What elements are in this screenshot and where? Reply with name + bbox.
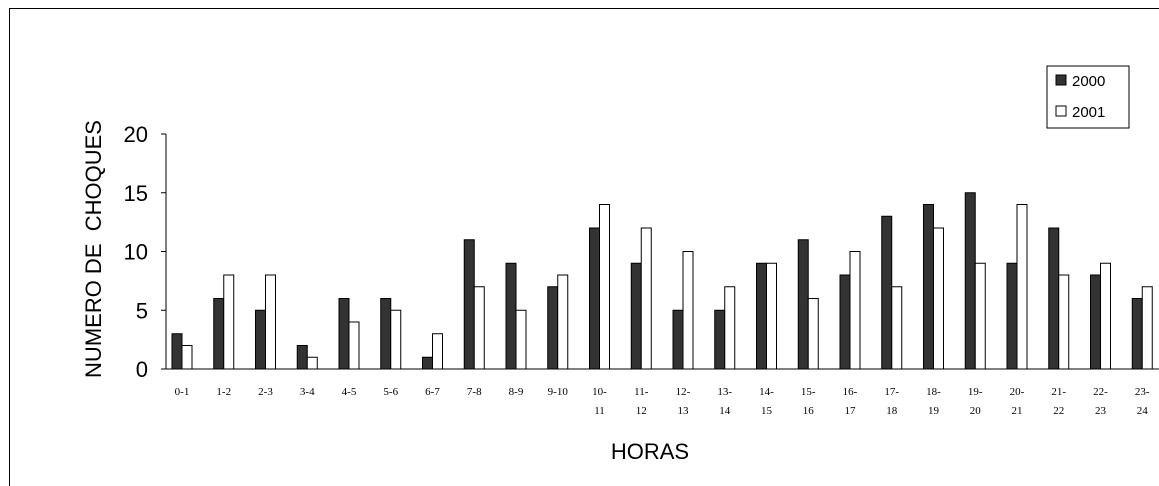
x-tick-label: 23-24 (1135, 386, 1150, 417)
y-tick-label: 15 (124, 181, 148, 206)
legend-swatch-2001 (1055, 105, 1067, 117)
y-tick-label: 0 (136, 357, 148, 382)
bar-2000-5 (380, 298, 392, 370)
x-tick-label: 19-20 (968, 386, 983, 417)
bar-2000-16 (839, 274, 851, 370)
y-axis-title: NUMERO DE CHOQUES (81, 120, 106, 378)
x-tick-label: 22-23 (1093, 386, 1108, 417)
bar-2001-1 (223, 274, 235, 370)
bar-2001-21 (1058, 274, 1070, 370)
bar-2001-14 (766, 262, 777, 370)
bar-2000-7 (463, 239, 475, 370)
x-tick-label: 6-7 (425, 386, 440, 398)
x-tick-label: 15-16 (801, 386, 816, 417)
y-tick-label: 5 (136, 298, 148, 323)
bar-2001-5 (390, 309, 402, 370)
bar-2000-12 (672, 309, 684, 370)
x-tick-label: 17-18 (884, 386, 899, 417)
bars-group (171, 192, 1153, 370)
bar-2000-2 (255, 309, 266, 370)
bar-2000-13 (714, 309, 726, 370)
x-tick-label: 9-10 (548, 386, 569, 398)
bar-2000-6 (422, 356, 433, 370)
bar-2001-7 (473, 286, 485, 370)
x-tick-label: 20-21 (1010, 386, 1025, 417)
bar-2001-11 (640, 227, 652, 370)
bar-2001-13 (724, 286, 736, 370)
x-tick-label: 2-3 (258, 386, 273, 398)
x-tick-label: 21-22 (1051, 386, 1066, 417)
bar-2000-20 (1006, 262, 1018, 370)
x-tick-label: 14-15 (759, 386, 774, 417)
bar-2000-23 (1131, 298, 1143, 370)
x-ticks: 0-1 1-2 2-3 3-4 4-5 5-6 6-7 7-8 8-9 9-10 10-11 11-1… (175, 386, 1150, 417)
bar-2000-19 (964, 192, 976, 370)
x-tick-label: 10-11 (592, 386, 607, 417)
bar-2000-17 (881, 215, 893, 370)
bar-2000-21 (1048, 227, 1060, 370)
y-tick-label: 20 (124, 122, 148, 147)
bar-2001-23 (1141, 286, 1153, 370)
bar-2000-11 (630, 262, 642, 370)
bar-2001-22 (1100, 262, 1111, 370)
bar-2000-1 (213, 298, 225, 370)
bar-2000-3 (296, 345, 308, 370)
bar-2000-4 (338, 298, 350, 370)
x-tick-label: 1-2 (216, 386, 231, 398)
legend-swatch-2000 (1055, 74, 1067, 86)
x-tick-label: 13-14 (717, 386, 732, 417)
bar-2000-18 (923, 204, 934, 370)
bar-2001-4 (348, 321, 360, 370)
bar-2001-3 (306, 356, 318, 370)
bar-2001-10 (599, 204, 610, 370)
bar-2001-20 (1016, 204, 1028, 370)
legend: 2000 2001 (1046, 65, 1130, 129)
x-tick-label: 16-17 (843, 386, 858, 417)
bar-2000-10 (589, 227, 600, 370)
x-tick-label: 5-6 (383, 386, 398, 398)
x-axis-title: HORAS (611, 439, 689, 464)
bar-2001-8 (515, 309, 527, 370)
bar-2001-17 (891, 286, 903, 370)
x-tick-label: 3-4 (300, 386, 315, 398)
bar-2001-19 (974, 262, 986, 370)
y-ticks: 0 5 10 15 20 (124, 122, 166, 382)
x-tick-label: 11-12 (634, 386, 649, 417)
legend-label-2000: 2000 (1072, 73, 1105, 90)
bar-2001-2 (265, 274, 276, 370)
bar-2001-16 (849, 251, 861, 370)
bar-2001-9 (557, 274, 569, 370)
bar-2001-18 (933, 227, 944, 370)
bar-2001-12 (682, 251, 694, 370)
x-tick-label: 7-8 (467, 386, 482, 398)
bar-2001-6 (432, 333, 443, 370)
x-tick-label: 0-1 (175, 386, 190, 398)
x-tick-label: 4-5 (342, 386, 357, 398)
bar-2000-22 (1090, 274, 1101, 370)
x-tick-label: 8-9 (509, 386, 524, 398)
x-tick-label: 12-13 (676, 386, 691, 417)
bar-2000-15 (797, 239, 809, 370)
bar-2000-8 (505, 262, 517, 370)
bar-2001-0 (181, 345, 193, 370)
y-tick-label: 10 (124, 240, 148, 265)
x-tick-label: 18-19 (926, 386, 941, 417)
legend-label-2001: 2001 (1072, 104, 1105, 121)
chart-frame (9, 8, 1159, 486)
bar-2000-0 (171, 333, 183, 370)
bar-2000-14 (756, 262, 767, 370)
bar-2000-9 (547, 286, 559, 370)
bar-2001-15 (807, 298, 819, 370)
